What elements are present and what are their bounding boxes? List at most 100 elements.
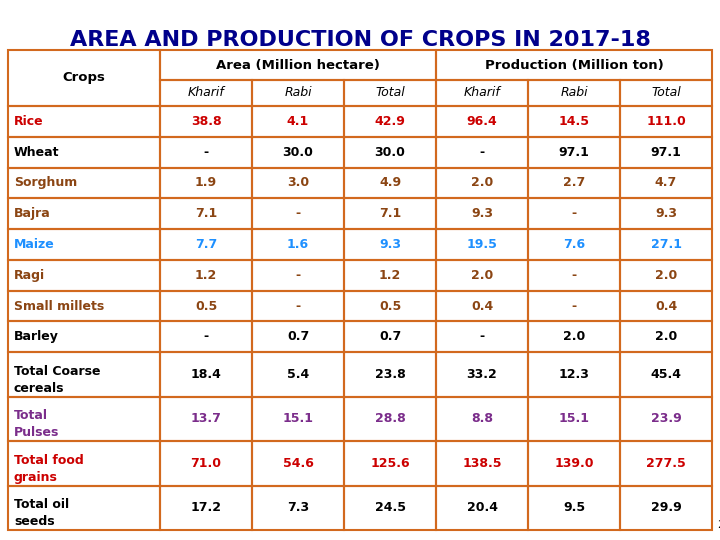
Text: 1.9: 1.9 — [195, 177, 217, 190]
Bar — [620, 80, 712, 106]
Text: 45.4: 45.4 — [650, 368, 682, 381]
Bar — [620, 397, 712, 441]
Text: 38.8: 38.8 — [191, 115, 221, 128]
Bar — [160, 80, 252, 106]
Bar — [436, 321, 528, 352]
Text: 13.7: 13.7 — [191, 413, 222, 426]
Bar — [252, 352, 344, 397]
Bar — [160, 106, 252, 137]
Bar — [436, 485, 528, 530]
Bar — [436, 198, 528, 229]
Bar — [344, 260, 436, 291]
Text: -: - — [204, 146, 209, 159]
Bar — [160, 137, 252, 167]
Text: Kharif: Kharif — [464, 86, 500, 99]
Text: 2.0: 2.0 — [471, 269, 493, 282]
Bar — [436, 229, 528, 260]
Text: 19.5: 19.5 — [467, 238, 498, 251]
Text: 7.1: 7.1 — [195, 207, 217, 220]
Bar — [252, 137, 344, 167]
Text: -: - — [480, 330, 485, 343]
Bar — [344, 229, 436, 260]
Text: 23.8: 23.8 — [374, 368, 405, 381]
Text: 111.0: 111.0 — [646, 115, 686, 128]
Text: 28.8: 28.8 — [374, 413, 405, 426]
Bar — [436, 291, 528, 321]
Text: Wheat: Wheat — [14, 146, 60, 159]
Bar — [344, 198, 436, 229]
Text: Production (Million ton): Production (Million ton) — [485, 58, 663, 71]
Bar — [620, 198, 712, 229]
Bar — [160, 260, 252, 291]
Text: 97.1: 97.1 — [651, 146, 681, 159]
Bar — [160, 352, 252, 397]
Bar — [8, 321, 160, 352]
Bar — [252, 167, 344, 198]
Text: Total Coarse
cereals: Total Coarse cereals — [14, 364, 101, 395]
Bar — [528, 137, 620, 167]
Text: 2: 2 — [717, 520, 720, 530]
Text: 27.1: 27.1 — [650, 238, 682, 251]
Bar — [620, 167, 712, 198]
Text: 15.1: 15.1 — [559, 413, 590, 426]
Bar — [620, 352, 712, 397]
Text: 9.5: 9.5 — [563, 501, 585, 514]
Text: Maize: Maize — [14, 238, 55, 251]
Text: Sorghum: Sorghum — [14, 177, 77, 190]
Bar — [436, 80, 528, 106]
Bar — [160, 291, 252, 321]
Text: 2.0: 2.0 — [655, 330, 677, 343]
Text: 125.6: 125.6 — [370, 457, 410, 470]
Bar — [436, 50, 712, 80]
Text: 30.0: 30.0 — [374, 146, 405, 159]
Text: 0.7: 0.7 — [379, 330, 401, 343]
Text: Area (Million hectare): Area (Million hectare) — [216, 58, 380, 71]
Bar — [252, 441, 344, 485]
Text: 96.4: 96.4 — [467, 115, 498, 128]
Text: 5.4: 5.4 — [287, 368, 309, 381]
Text: 0.7: 0.7 — [287, 330, 309, 343]
Text: 2.0: 2.0 — [563, 330, 585, 343]
Bar — [436, 397, 528, 441]
Text: Rabi: Rabi — [284, 86, 312, 99]
Bar — [436, 137, 528, 167]
Text: 12.3: 12.3 — [559, 368, 590, 381]
Bar — [8, 106, 160, 137]
Text: 33.2: 33.2 — [467, 368, 498, 381]
Bar — [252, 485, 344, 530]
Bar — [252, 198, 344, 229]
Bar — [620, 260, 712, 291]
Text: 8.8: 8.8 — [471, 413, 493, 426]
Bar — [528, 291, 620, 321]
Bar — [8, 50, 160, 106]
Bar — [8, 260, 160, 291]
Text: 42.9: 42.9 — [374, 115, 405, 128]
Bar — [528, 441, 620, 485]
Bar — [252, 397, 344, 441]
Text: Kharif: Kharif — [188, 86, 225, 99]
Text: 29.9: 29.9 — [651, 501, 681, 514]
Text: AREA AND PRODUCTION OF CROPS IN 2017-18: AREA AND PRODUCTION OF CROPS IN 2017-18 — [70, 30, 650, 50]
Text: 277.5: 277.5 — [646, 457, 686, 470]
Bar — [528, 167, 620, 198]
Bar — [160, 229, 252, 260]
Bar — [160, 441, 252, 485]
Bar — [528, 198, 620, 229]
Bar — [252, 291, 344, 321]
Bar — [160, 50, 436, 80]
Text: 23.9: 23.9 — [651, 413, 681, 426]
Bar — [8, 198, 160, 229]
Bar — [344, 106, 436, 137]
Text: 0.4: 0.4 — [655, 300, 677, 313]
Bar — [344, 397, 436, 441]
Text: 1.2: 1.2 — [195, 269, 217, 282]
Bar — [436, 441, 528, 485]
Text: Total: Total — [651, 86, 681, 99]
Text: Small millets: Small millets — [14, 300, 104, 313]
Text: 7.1: 7.1 — [379, 207, 401, 220]
Bar — [344, 441, 436, 485]
Bar — [620, 441, 712, 485]
Text: 30.0: 30.0 — [282, 146, 313, 159]
Bar — [528, 397, 620, 441]
Text: 3.0: 3.0 — [287, 177, 309, 190]
